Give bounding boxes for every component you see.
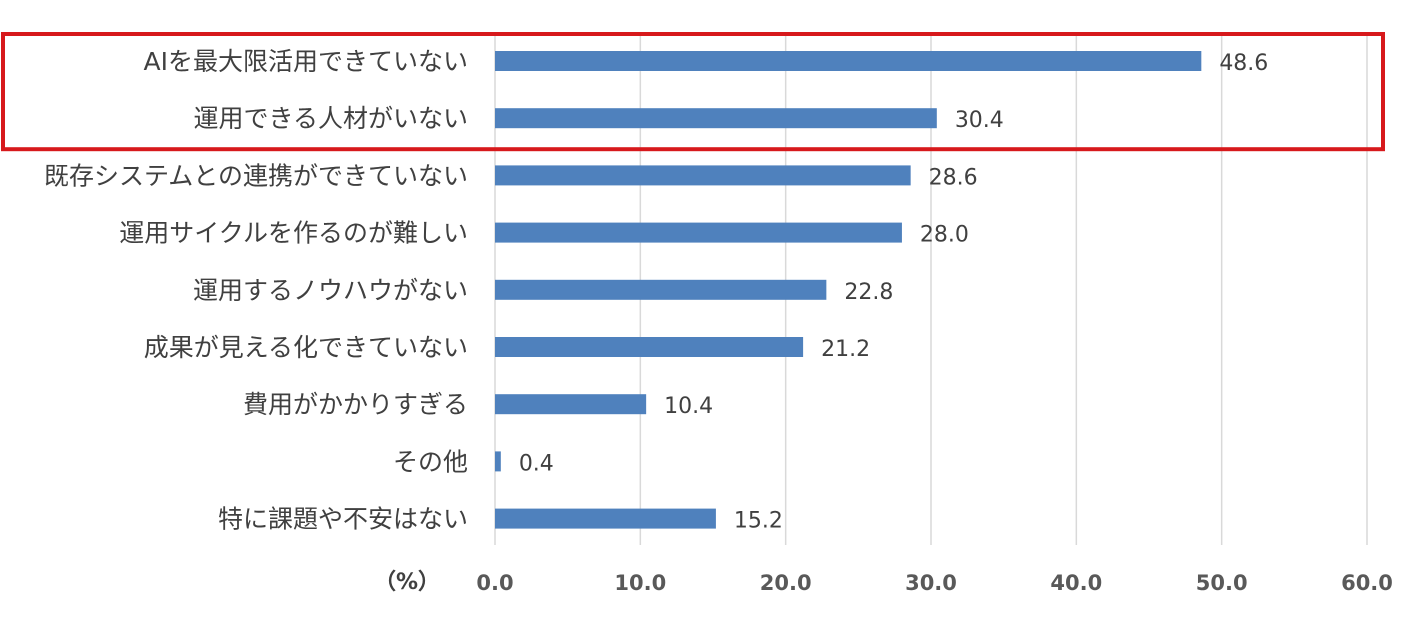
bars (495, 51, 1202, 529)
category-label: AIを最大限活用できていない (144, 47, 468, 76)
category-labels: AIを最大限活用できていない運用できる人材がいない既存システムとの連携ができてい… (44, 47, 468, 534)
bar (495, 165, 911, 186)
category-label: 既存システムとの連携ができていない (44, 161, 468, 190)
value-label: 10.4 (664, 394, 713, 419)
x-tick-label: 50.0 (1196, 571, 1248, 595)
x-tick-labels: 0.0 10.0 20.0 30.0 40.0 50.0 60.0 (476, 571, 1393, 595)
x-tick-label: 0.0 (476, 571, 513, 595)
bar (495, 222, 902, 243)
bar (495, 51, 1202, 71)
category-label: 成果が見える化できていない (144, 333, 468, 362)
value-label: 28.6 (929, 165, 978, 190)
value-label: 28.0 (920, 223, 969, 248)
category-label: 運用するノウハウがない (193, 276, 468, 305)
bar (495, 108, 937, 129)
x-tick-label: 40.0 (1050, 571, 1102, 595)
bar (495, 508, 716, 529)
bar (495, 394, 647, 415)
x-tick-label: 60.0 (1341, 571, 1393, 595)
x-tick-label: 20.0 (760, 571, 812, 595)
category-label: その他 (393, 447, 468, 476)
category-label: 運用サイクルを作るのが難しい (119, 219, 468, 248)
value-label: 21.2 (821, 337, 870, 362)
x-tick-label: 10.0 (614, 571, 666, 595)
bar (495, 279, 827, 300)
category-label: 運用できる人材がいない (193, 104, 468, 133)
value-label: 22.8 (844, 280, 893, 305)
category-label: 費用がかかりすぎる (243, 390, 468, 419)
value-label: 15.2 (734, 509, 783, 534)
bar (495, 451, 501, 472)
bar (495, 337, 804, 357)
x-tick-label: 30.0 (905, 571, 957, 595)
value-label: 48.6 (1219, 51, 1268, 76)
category-label: 特に課題や不安はない (218, 505, 468, 534)
value-labels: 48.6 30.4 28.6 28.0 22.8 21.2 10.4 0.4 15.2 (519, 51, 1268, 534)
highlight-box (1, 32, 1385, 152)
value-label: 0.4 (519, 451, 554, 476)
value-label: 30.4 (955, 108, 1004, 133)
unit-label: （%） (374, 570, 440, 595)
